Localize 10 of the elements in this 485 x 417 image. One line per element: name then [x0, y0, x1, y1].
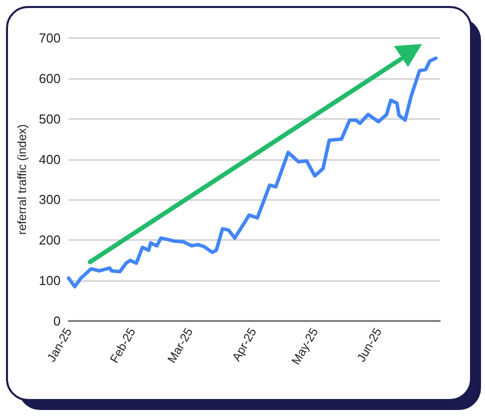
- y-tick-label: 200: [38, 232, 61, 248]
- y-tick-label: 600: [38, 70, 61, 86]
- y-tick-label: 0: [53, 314, 61, 328]
- y-tick-label: 100: [38, 273, 61, 288]
- y-tick-label: 500: [38, 111, 61, 126]
- y-axis-title: referral traffic (index): [15, 124, 29, 235]
- line-series: [66, 56, 438, 288]
- y-tick-label: 700: [38, 30, 61, 46]
- y-tick-label: 400: [38, 152, 61, 167]
- y-tick-label: 300: [38, 192, 61, 208]
